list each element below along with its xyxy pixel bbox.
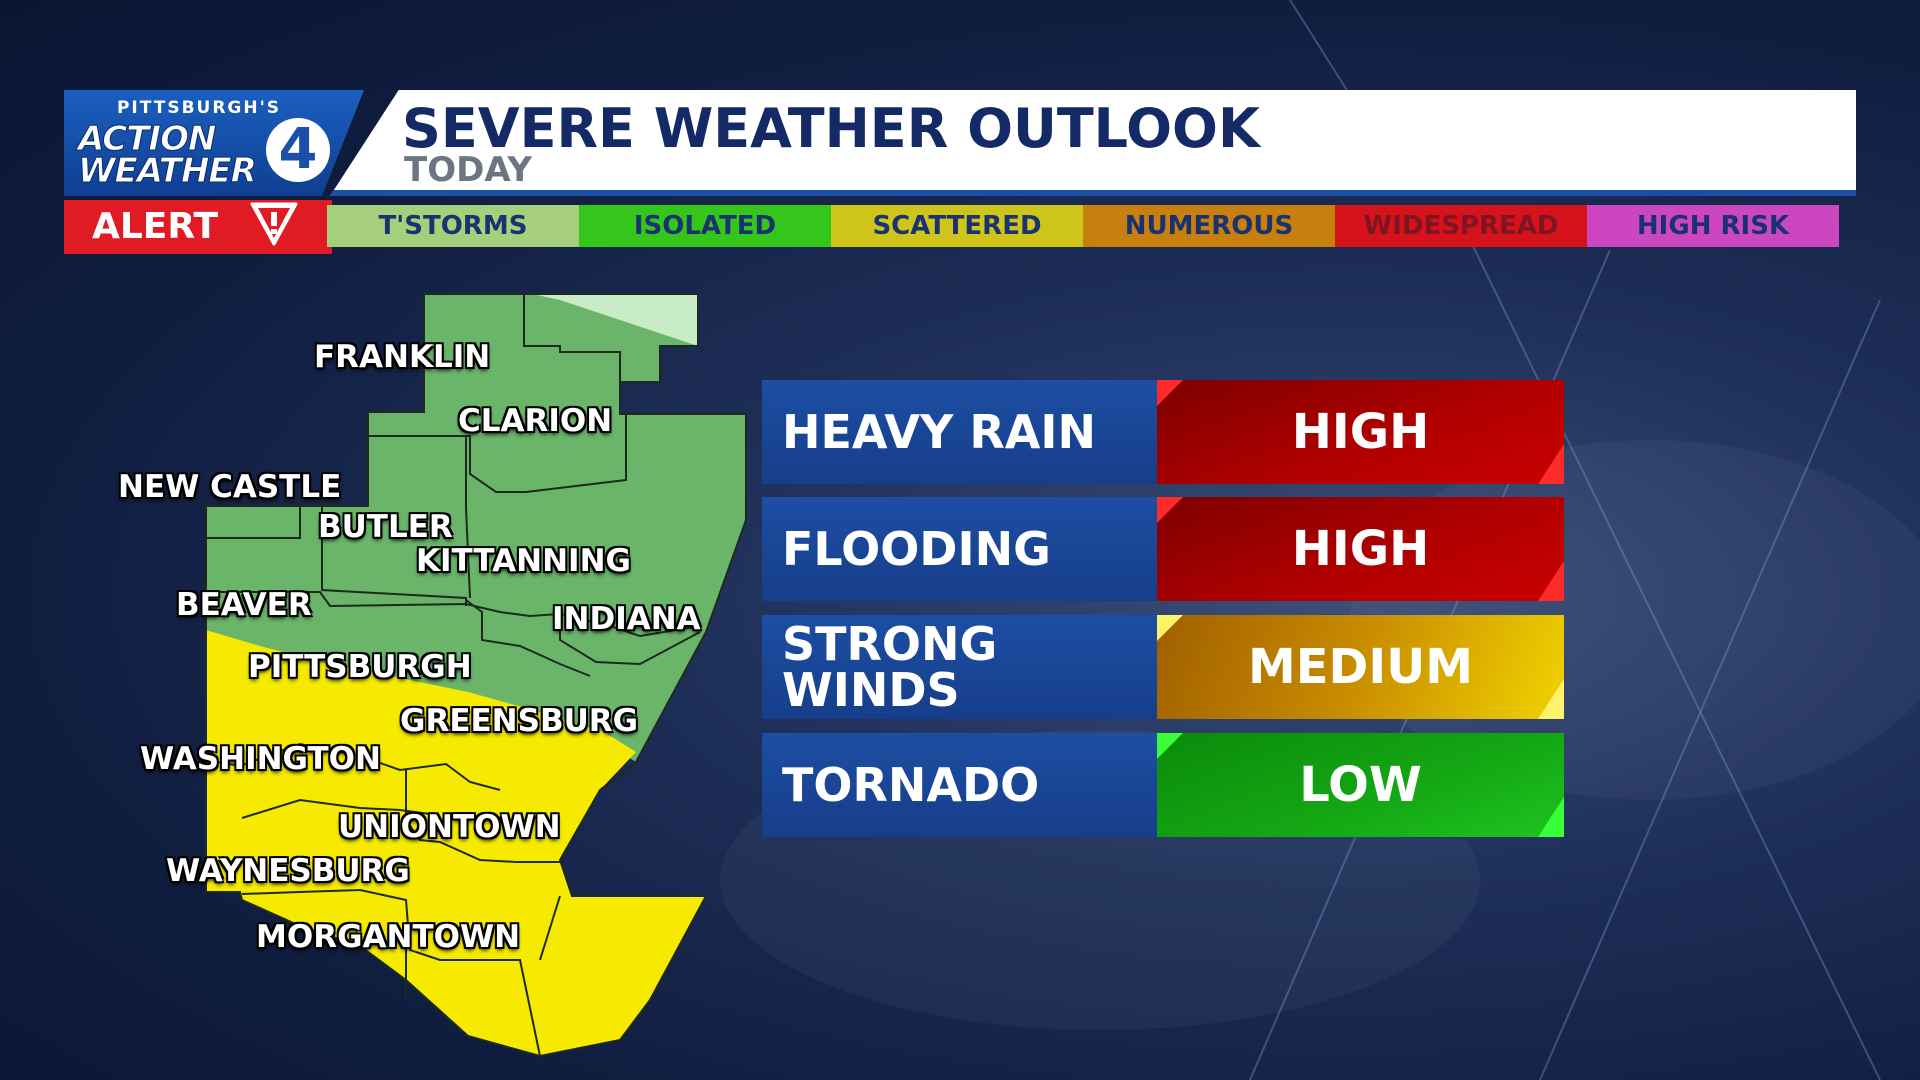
threat-row: HEAVY RAIN HIGH [762, 380, 1564, 484]
risk-scale-item: NUMEROUS [1083, 205, 1335, 247]
station-logo: PITTSBURGH'S ACTION WEATHER 4 [64, 90, 364, 196]
city-label-indiana: INDIANA [552, 601, 701, 637]
city-label-waynesburg: WAYNESBURG [166, 853, 410, 889]
threat-row: TORNADO LOW [762, 733, 1564, 837]
map-light-region [532, 294, 698, 346]
city-label-beaver: BEAVER [176, 587, 312, 623]
threat-name-text: HEAVY RAIN [782, 405, 1096, 459]
threat-level-text: LOW [1299, 757, 1422, 813]
city-label-new-castle: NEW CASTLE [118, 469, 342, 505]
city-label-greensburg: GREENSBURG [400, 703, 639, 739]
risk-scale-item: SCATTERED [831, 205, 1083, 247]
city-label-butler: BUTLER [318, 509, 453, 545]
alert-label: ALERT [92, 206, 219, 247]
level-corner-accent [1538, 679, 1564, 719]
threat-name-text: STRONG WINDS [782, 617, 998, 717]
city-label-franklin: FRANKLIN [314, 339, 491, 375]
page-title: SEVERE WEATHER OUTLOOK [402, 97, 1260, 160]
city-label-pittsburgh: PITTSBURGH [248, 649, 472, 685]
map-scattered-region [206, 630, 706, 1056]
logo-top-text: PITTSBURGH'S [116, 98, 282, 118]
logo-word-weather: WEATHER [78, 151, 258, 191]
city-label-kittanning: KITTANNING [416, 543, 631, 579]
city-label-uniontown: UNIONTOWN [338, 809, 561, 845]
risk-scale-item: WIDESPREAD [1335, 205, 1587, 247]
map-tstorm-region [206, 294, 746, 762]
threat-level: HIGH [1157, 380, 1564, 484]
risk-scale-item: ISOLATED [579, 205, 831, 247]
threat-name: STRONG WINDS [762, 615, 1157, 719]
city-label-morgantown: MORGANTOWN [256, 919, 521, 955]
risk-scale-item: T'STORMS [327, 205, 579, 247]
threat-row: STRONG WINDS MEDIUM [762, 615, 1564, 719]
threat-name: FLOODING [762, 497, 1157, 601]
warning-icon [250, 202, 298, 246]
county-borders [205, 294, 701, 1057]
map-outline [205, 293, 747, 1058]
threat-level-text: HIGH [1291, 521, 1430, 577]
risk-scale: T'STORMS ISOLATED SCATTERED NUMEROUS WIDESPR… [327, 205, 1839, 247]
title-bar [330, 90, 1856, 196]
threat-level: LOW [1157, 733, 1564, 837]
threat-level: HIGH [1157, 497, 1564, 601]
page-subtitle: TODAY [404, 150, 532, 190]
risk-scale-item: HIGH RISK [1587, 205, 1839, 247]
level-corner-accent [1157, 380, 1183, 406]
threat-level: MEDIUM [1157, 615, 1564, 719]
threat-name-text: FLOODING [782, 522, 1051, 576]
city-label-washington: WASHINGTON [140, 741, 381, 777]
logo-number: 4 [266, 118, 330, 182]
city-label-clarion: CLARION [458, 403, 613, 439]
level-corner-accent [1538, 561, 1564, 601]
level-corner-accent [1538, 444, 1564, 484]
threat-level-text: MEDIUM [1248, 639, 1473, 695]
threat-row: FLOODING HIGH [762, 497, 1564, 601]
level-corner-accent [1157, 733, 1183, 759]
level-corner-accent [1157, 497, 1183, 523]
level-corner-accent [1538, 797, 1564, 837]
threat-name: HEAVY RAIN [762, 380, 1157, 484]
threat-level-text: HIGH [1291, 404, 1430, 460]
level-corner-accent [1157, 615, 1183, 641]
threat-name: TORNADO [762, 733, 1157, 837]
threat-name-text: TORNADO [782, 758, 1040, 812]
logo-word-action: ACTION [77, 119, 216, 159]
